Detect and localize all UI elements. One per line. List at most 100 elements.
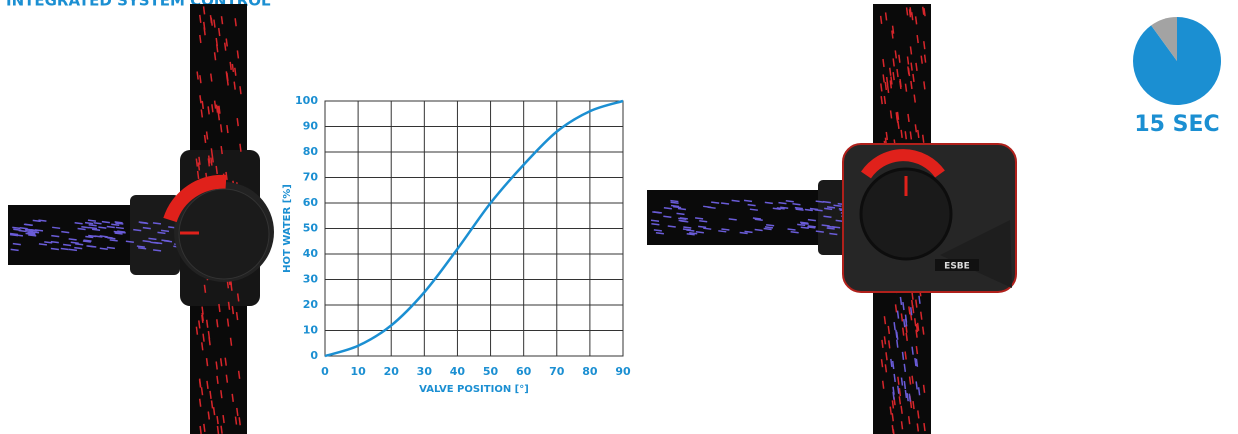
flow-streak <box>676 212 685 216</box>
flow-streak <box>107 236 116 240</box>
flow-streak <box>880 83 883 92</box>
flow-streak <box>698 225 707 229</box>
flow-streak <box>25 229 34 233</box>
flow-streak <box>235 311 239 321</box>
flow-streak <box>923 54 927 63</box>
pie-title: 15 SEC <box>1134 112 1219 137</box>
flow-streak <box>238 417 241 426</box>
flow-streak <box>787 228 796 231</box>
flow-streak <box>902 301 905 311</box>
flow-streak <box>88 245 97 248</box>
flow-streak <box>915 358 919 367</box>
flow-streak <box>822 200 831 204</box>
flow-streak <box>922 384 926 393</box>
flow-streak <box>218 105 221 114</box>
flow-streak <box>229 61 232 70</box>
flow-streak <box>921 134 925 143</box>
flow-streak <box>163 239 173 243</box>
flow-streak <box>829 232 838 236</box>
flow-streak <box>231 63 235 73</box>
flow-streak <box>670 199 679 203</box>
flow-streak <box>720 202 730 205</box>
flow-streak <box>743 199 753 203</box>
flow-streak <box>197 162 201 171</box>
flow-streak <box>892 58 895 67</box>
flow-streak <box>115 222 124 225</box>
flow-streak <box>915 62 918 71</box>
flow-streak <box>74 246 83 250</box>
flow-streak <box>117 231 126 234</box>
flow-streak <box>212 407 216 416</box>
flow-streak <box>148 237 157 241</box>
flow-streak <box>198 379 202 388</box>
flow-streak <box>50 240 59 244</box>
flow-streak <box>220 425 223 434</box>
flow-streak <box>207 411 211 420</box>
flow-streak <box>885 131 889 141</box>
flow-streak <box>29 229 38 232</box>
flow-streak <box>900 129 903 138</box>
pie-slice <box>1133 17 1221 106</box>
flow-streak <box>885 76 889 86</box>
flow-streak <box>881 380 885 389</box>
flow-streak <box>884 81 888 91</box>
flow-streak <box>216 375 219 384</box>
flow-streak <box>826 227 835 230</box>
flow-streak <box>887 340 891 349</box>
flow-streak <box>114 232 123 235</box>
flow-streak <box>50 247 59 251</box>
flow-streak <box>239 143 242 152</box>
x-tick-label: 50 <box>483 365 499 378</box>
flow-streak <box>901 327 905 336</box>
flow-streak <box>923 422 926 432</box>
flow-streak <box>815 230 824 233</box>
flow-streak <box>223 42 227 51</box>
flow-streak <box>904 351 907 360</box>
flow-streak <box>93 222 102 225</box>
flow-streak <box>807 225 816 228</box>
flow-streak <box>905 332 908 341</box>
flow-streak <box>898 396 902 405</box>
flow-streak <box>200 387 204 396</box>
flow-streak <box>678 217 687 221</box>
flow-streak <box>195 158 199 167</box>
flow-streak <box>77 227 86 231</box>
flow-streak <box>766 224 775 227</box>
flow-streak <box>70 241 79 244</box>
flow-streak <box>99 247 108 251</box>
flow-streak <box>772 207 781 211</box>
flow-streak <box>28 234 37 237</box>
flow-streak <box>889 67 892 76</box>
flow-streak <box>922 6 925 15</box>
flow-streak <box>218 303 221 313</box>
flow-streak <box>201 306 204 315</box>
flow-streak <box>922 326 925 335</box>
x-axis-label: VALVE POSITION [°] <box>419 384 529 395</box>
flow-streak <box>236 118 239 127</box>
flow-streak <box>142 240 151 243</box>
flow-streak <box>32 219 41 223</box>
flow-streak <box>790 231 799 234</box>
flow-streak <box>901 351 905 360</box>
flow-streak <box>763 227 772 231</box>
flow-streak <box>911 346 914 355</box>
y-axis-label: HOT WATER [%] <box>282 184 293 273</box>
flow-streak <box>891 413 894 422</box>
y-tick-label: 0 <box>310 349 318 362</box>
flow-streak <box>217 27 221 37</box>
flow-streak <box>196 71 199 80</box>
flow-streak <box>198 398 202 407</box>
flow-streak <box>814 209 823 212</box>
flow-streak <box>152 249 162 252</box>
flow-streak <box>778 201 787 205</box>
y-tick-label: 50 <box>303 222 319 235</box>
flow-streak <box>904 314 908 323</box>
pie-chart: 15 SEC <box>1133 17 1221 137</box>
flow-streak <box>824 207 833 211</box>
flow-streak <box>202 6 206 15</box>
flow-streak <box>721 228 730 231</box>
flow-streak <box>234 67 237 76</box>
flow-streak <box>68 238 77 241</box>
flow-streak <box>202 333 205 342</box>
flow-streak <box>917 387 921 396</box>
